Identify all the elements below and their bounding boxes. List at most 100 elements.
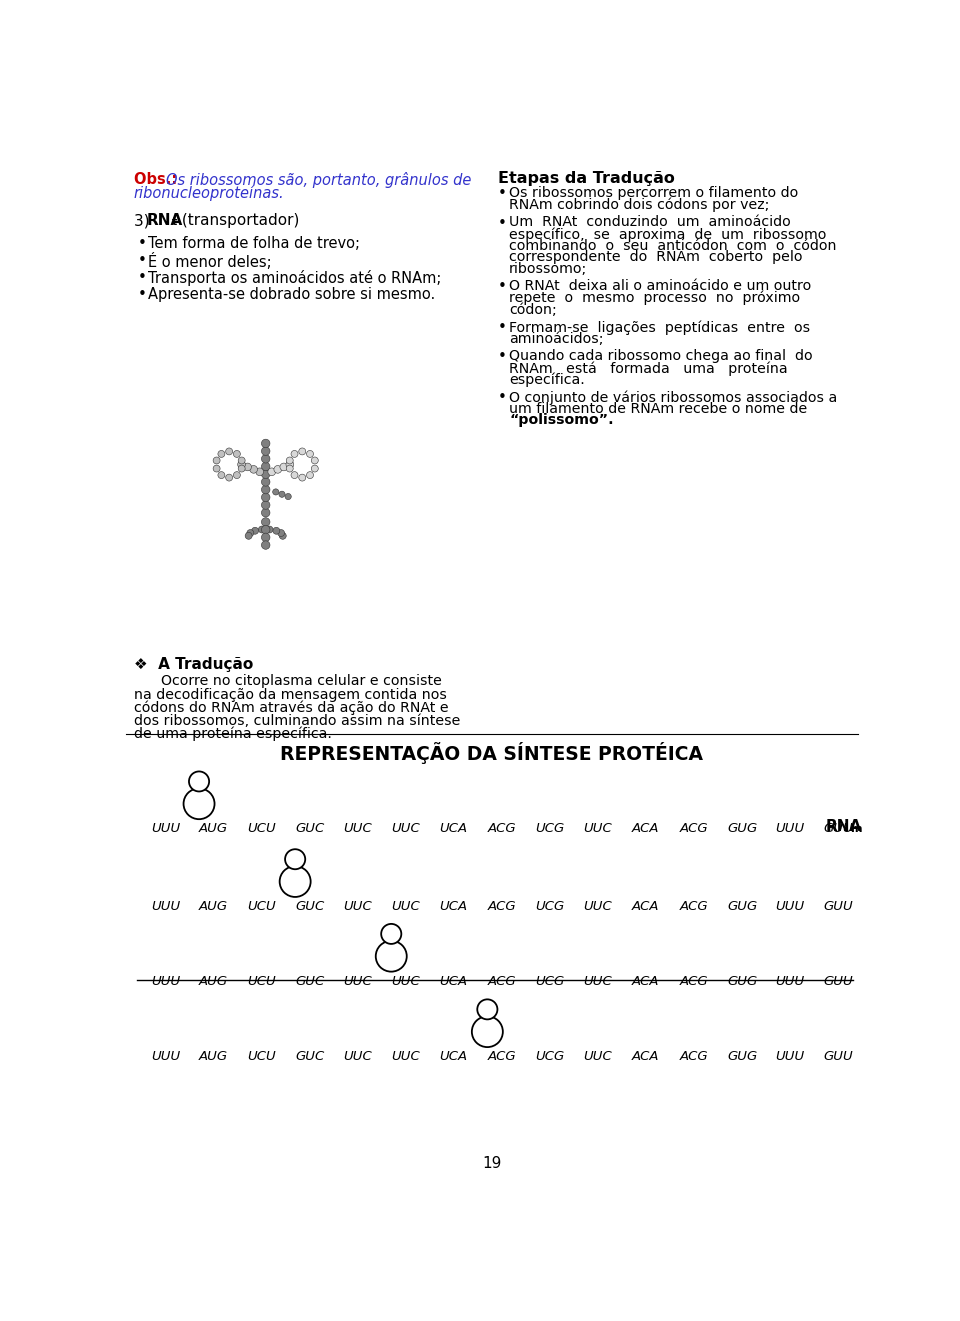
- Circle shape: [285, 849, 305, 869]
- Text: RNA: RNA: [826, 819, 861, 834]
- Text: ACG: ACG: [488, 1050, 516, 1063]
- Text: ribonucleoproteínas.: ribonucleoproteínas.: [134, 185, 284, 202]
- Text: ACA: ACA: [632, 1050, 659, 1063]
- Text: UUC: UUC: [584, 975, 612, 988]
- Circle shape: [279, 867, 311, 897]
- Text: códons do RNAm através da ação do RNAt e: códons do RNAm através da ação do RNAt e: [134, 700, 448, 715]
- Circle shape: [299, 474, 305, 481]
- Circle shape: [261, 462, 270, 470]
- Circle shape: [261, 485, 270, 494]
- Text: •: •: [498, 186, 507, 201]
- Circle shape: [250, 465, 257, 473]
- Circle shape: [261, 509, 270, 517]
- Text: GUC: GUC: [295, 822, 324, 835]
- Text: 3): 3): [134, 213, 155, 229]
- Text: AUG: AUG: [199, 900, 228, 913]
- Circle shape: [261, 493, 270, 502]
- Circle shape: [261, 534, 270, 542]
- Text: correspondente  do  RNAm  coberto  pelo: correspondente do RNAm coberto pelo: [509, 250, 803, 264]
- Circle shape: [477, 1000, 497, 1020]
- Text: combinando  o  seu  anticódon  com  o  códon: combinando o seu anticódon com o códon: [509, 239, 836, 252]
- Text: na decodificação da mensagem contida nos: na decodificação da mensagem contida nos: [134, 687, 446, 701]
- Text: •: •: [138, 236, 147, 251]
- Text: •: •: [498, 390, 507, 406]
- Text: de uma proteína específica.: de uma proteína específica.: [134, 727, 332, 741]
- Circle shape: [261, 454, 270, 464]
- Circle shape: [261, 540, 270, 550]
- Text: Tem forma de folha de trevo;: Tem forma de folha de trevo;: [148, 236, 360, 251]
- Text: UCA: UCA: [440, 975, 468, 988]
- Text: UUC: UUC: [584, 822, 612, 835]
- Text: ACG: ACG: [488, 822, 516, 835]
- Text: UUC: UUC: [344, 975, 372, 988]
- Text: ACG: ACG: [680, 822, 708, 835]
- Circle shape: [258, 526, 265, 532]
- Text: UCG: UCG: [536, 822, 564, 835]
- Text: Ocorre no citoplasma celular e consiste: Ocorre no citoplasma celular e consiste: [134, 675, 442, 688]
- Text: aminoácidos;: aminoácidos;: [509, 332, 604, 346]
- Text: GUG: GUG: [728, 975, 757, 988]
- Text: códon;: códon;: [509, 303, 557, 317]
- Circle shape: [233, 472, 240, 478]
- Text: Quando cada ribossomo chega ao final  do: Quando cada ribossomo chega ao final do: [509, 350, 813, 363]
- Circle shape: [381, 923, 401, 945]
- Circle shape: [261, 501, 270, 510]
- Text: UUC: UUC: [392, 822, 420, 835]
- Circle shape: [268, 468, 276, 476]
- Circle shape: [266, 526, 273, 532]
- Text: •: •: [138, 287, 147, 303]
- Text: UCA: UCA: [440, 1050, 468, 1063]
- Text: UCA: UCA: [440, 900, 468, 913]
- Text: “polissomo”.: “polissomo”.: [509, 413, 613, 428]
- Text: um filamento de RNAm recebe o nome de: um filamento de RNAm recebe o nome de: [509, 402, 807, 416]
- Circle shape: [311, 457, 319, 464]
- Text: GUU: GUU: [824, 975, 853, 988]
- Circle shape: [261, 446, 270, 456]
- Text: Os ribossomos percorrem o filamento do: Os ribossomos percorrem o filamento do: [509, 186, 799, 201]
- Circle shape: [261, 439, 270, 448]
- Circle shape: [213, 457, 220, 464]
- Circle shape: [273, 489, 278, 495]
- Text: UCU: UCU: [247, 900, 276, 913]
- Text: UUC: UUC: [584, 1050, 612, 1063]
- Circle shape: [213, 465, 220, 472]
- Text: Os ribossomos são, portanto, grânulos de: Os ribossomos são, portanto, grânulos de: [166, 172, 472, 189]
- Text: UCG: UCG: [536, 900, 564, 913]
- Text: UUU: UUU: [776, 1050, 804, 1063]
- Text: ❖  A Tradução: ❖ A Tradução: [134, 658, 253, 672]
- Circle shape: [247, 530, 253, 536]
- Text: Etapas da Tradução: Etapas da Tradução: [498, 170, 675, 186]
- Text: UUC: UUC: [392, 1050, 420, 1063]
- Text: específica.: específica.: [509, 373, 585, 387]
- Circle shape: [273, 527, 279, 534]
- Circle shape: [183, 789, 214, 819]
- Circle shape: [261, 526, 270, 534]
- Text: UUC: UUC: [344, 1050, 372, 1063]
- Circle shape: [306, 472, 314, 478]
- Text: ACG: ACG: [488, 900, 516, 913]
- Text: UUC: UUC: [344, 822, 372, 835]
- Circle shape: [286, 457, 293, 464]
- Text: É o menor deles;: É o menor deles;: [148, 254, 272, 271]
- Text: UUU: UUU: [776, 975, 804, 988]
- Text: GUU: GUU: [824, 822, 853, 835]
- Circle shape: [279, 532, 286, 539]
- Text: ACA: ACA: [632, 900, 659, 913]
- Text: ACG: ACG: [680, 900, 708, 913]
- Text: UUC: UUC: [344, 900, 372, 913]
- Text: GUC: GUC: [295, 975, 324, 988]
- Text: ribossomo;: ribossomo;: [509, 262, 588, 276]
- Text: m: m: [850, 824, 861, 834]
- Text: RNAm   está   formada   uma   proteína: RNAm está formada uma proteína: [509, 361, 787, 375]
- Circle shape: [238, 465, 245, 472]
- Text: ACG: ACG: [488, 975, 516, 988]
- Text: Um  RNAt  conduzindo  um  aminoácido: Um RNAt conduzindo um aminoácido: [509, 215, 791, 230]
- Circle shape: [218, 472, 225, 478]
- Circle shape: [278, 491, 285, 497]
- Text: GUU: GUU: [824, 1050, 853, 1063]
- Text: GUG: GUG: [728, 822, 757, 835]
- Text: •: •: [498, 280, 507, 295]
- Text: GUC: GUC: [295, 1050, 324, 1063]
- Circle shape: [286, 461, 294, 469]
- Circle shape: [233, 450, 240, 457]
